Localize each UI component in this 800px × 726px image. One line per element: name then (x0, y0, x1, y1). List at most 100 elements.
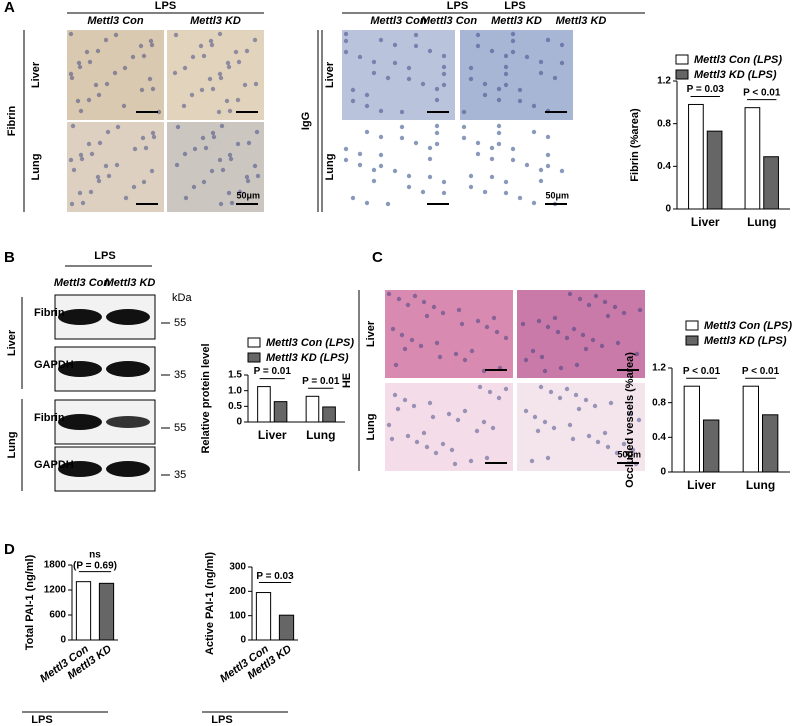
group-label: LPS (211, 714, 232, 726)
cell-texture (545, 37, 551, 43)
bar (683, 385, 700, 473)
column-label: Mettl3 KD (491, 15, 542, 27)
cell-texture (573, 392, 579, 398)
cell-texture (489, 48, 495, 54)
cell-texture (531, 129, 537, 135)
cell-texture (510, 38, 516, 44)
cell-texture (68, 157, 74, 163)
cell-texture (411, 403, 417, 409)
cell-texture (200, 135, 206, 141)
cell-texture (149, 42, 155, 48)
cell-texture (364, 200, 370, 206)
cell-texture (469, 348, 475, 354)
cell-texture (235, 141, 241, 147)
y-axis-label: Relative protein level (200, 343, 212, 453)
cell-texture (468, 458, 474, 464)
cell-texture (468, 173, 474, 179)
x-tick-label: Liver (687, 478, 716, 492)
cell-texture (494, 329, 500, 335)
cell-texture (538, 70, 544, 76)
p-value: P = 0.01 (254, 366, 292, 377)
cell-texture (468, 65, 474, 71)
y-tick-label: 200 (229, 586, 246, 597)
cell-texture (378, 163, 384, 169)
column-label: Mettl3 Con (421, 15, 478, 27)
legend-label: Mettl3 Con (LPS) (704, 320, 792, 332)
cell-texture (236, 59, 242, 65)
legend-label: Mettl3 KD (LPS) (704, 335, 787, 347)
cell-texture (371, 70, 377, 76)
cell-texture (138, 43, 144, 49)
scale-label: 50μm (545, 190, 569, 200)
cell-texture (437, 354, 443, 360)
cell-texture (538, 167, 544, 173)
cell-texture (350, 87, 356, 93)
cell-texture (114, 162, 120, 168)
cell-texture (517, 195, 523, 201)
cell-texture (350, 98, 356, 104)
cell-texture (453, 351, 459, 357)
cell-texture (583, 397, 589, 403)
y-tick-label: 1.2 (652, 363, 666, 374)
annotation: P = 0.03 (256, 571, 294, 582)
protein-label: Fibrin (34, 412, 65, 424)
p-value: P < 0.01 (742, 366, 780, 377)
cell-texture (245, 178, 251, 184)
cell-texture (172, 70, 178, 76)
cell-texture (132, 146, 138, 152)
cell-texture (420, 81, 426, 87)
x-tick-label: Liver (258, 428, 287, 442)
cell-texture (475, 318, 481, 324)
cell-texture (364, 103, 370, 109)
cell-texture (80, 200, 86, 206)
cell-texture (69, 75, 75, 81)
cell-texture (636, 417, 642, 423)
cell-texture (77, 190, 83, 196)
cell-texture (103, 163, 109, 169)
bar (744, 107, 761, 210)
cell-texture (378, 108, 384, 114)
cell-texture (68, 31, 74, 37)
cell-texture (517, 87, 523, 93)
cell-texture (608, 400, 614, 406)
cell-texture (237, 189, 243, 195)
cell-texture (590, 337, 596, 343)
cell-texture (481, 419, 487, 425)
cell-texture (440, 310, 446, 316)
band (106, 361, 150, 377)
cell-texture (371, 167, 377, 173)
cell-texture (218, 201, 224, 207)
cell-texture (475, 140, 481, 146)
cell-texture (441, 190, 447, 196)
cell-texture (386, 291, 392, 297)
cell-texture (121, 103, 127, 109)
cell-texture (97, 140, 103, 146)
micrograph (167, 122, 264, 212)
cell-texture (474, 428, 480, 434)
cell-texture (79, 156, 85, 162)
marker-label: 35 (174, 469, 186, 481)
cell-texture (538, 178, 544, 184)
cell-texture (487, 389, 493, 395)
bar (255, 592, 272, 641)
cell-texture (87, 59, 93, 65)
cell-texture (210, 86, 216, 92)
cell-texture (555, 329, 561, 335)
cell-texture (389, 436, 395, 442)
cell-texture (406, 173, 412, 179)
protein-label: GAPDH (34, 459, 74, 471)
y-tick-label: 1200 (44, 585, 67, 596)
cell-texture (173, 32, 179, 38)
cell-texture (539, 354, 545, 360)
cell-texture (577, 296, 583, 302)
cell-texture (586, 302, 592, 308)
cell-texture (396, 296, 402, 302)
cell-texture (115, 124, 121, 130)
legend-swatch (247, 337, 261, 348)
cell-texture (536, 318, 542, 324)
cell-texture (615, 340, 621, 346)
cell-texture (406, 184, 412, 190)
cell-texture (95, 174, 101, 180)
group-label: LPS (31, 714, 52, 726)
cell-texture (503, 386, 509, 392)
